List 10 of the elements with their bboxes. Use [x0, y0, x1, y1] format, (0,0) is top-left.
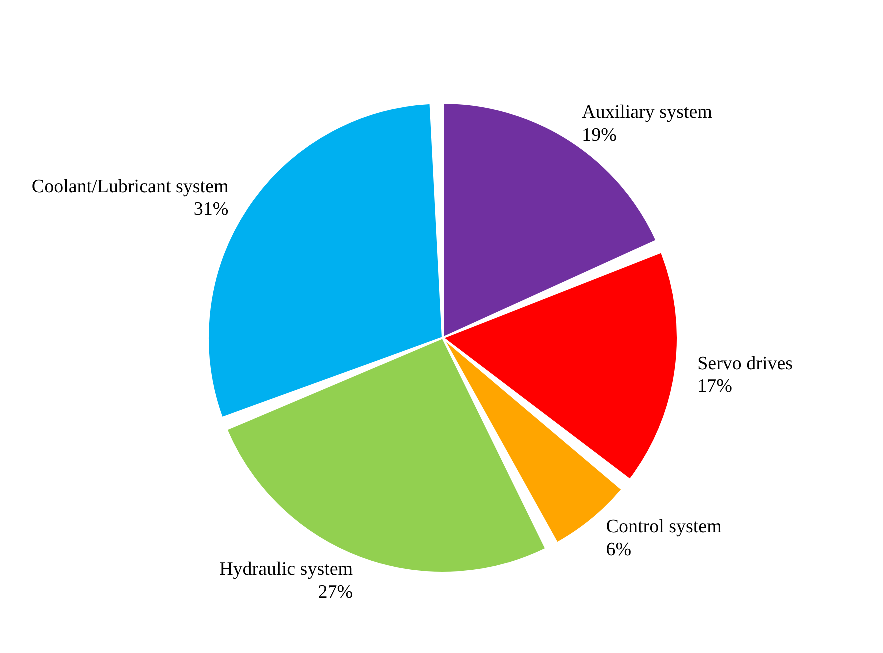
data-label: 31% [194, 199, 229, 220]
slice-label: Auxiliary system [582, 102, 713, 124]
slice-label: Servo drives [698, 353, 794, 374]
data-label: 6% [606, 539, 632, 560]
data-label: 19% [582, 124, 618, 146]
slice-label: Hydraulic system [220, 558, 354, 580]
slice-label: Control system [606, 516, 722, 538]
slice-label: Coolant/Lubricant system [32, 176, 229, 198]
data-label: 27% [318, 582, 354, 603]
data-label: 17% [698, 376, 733, 398]
